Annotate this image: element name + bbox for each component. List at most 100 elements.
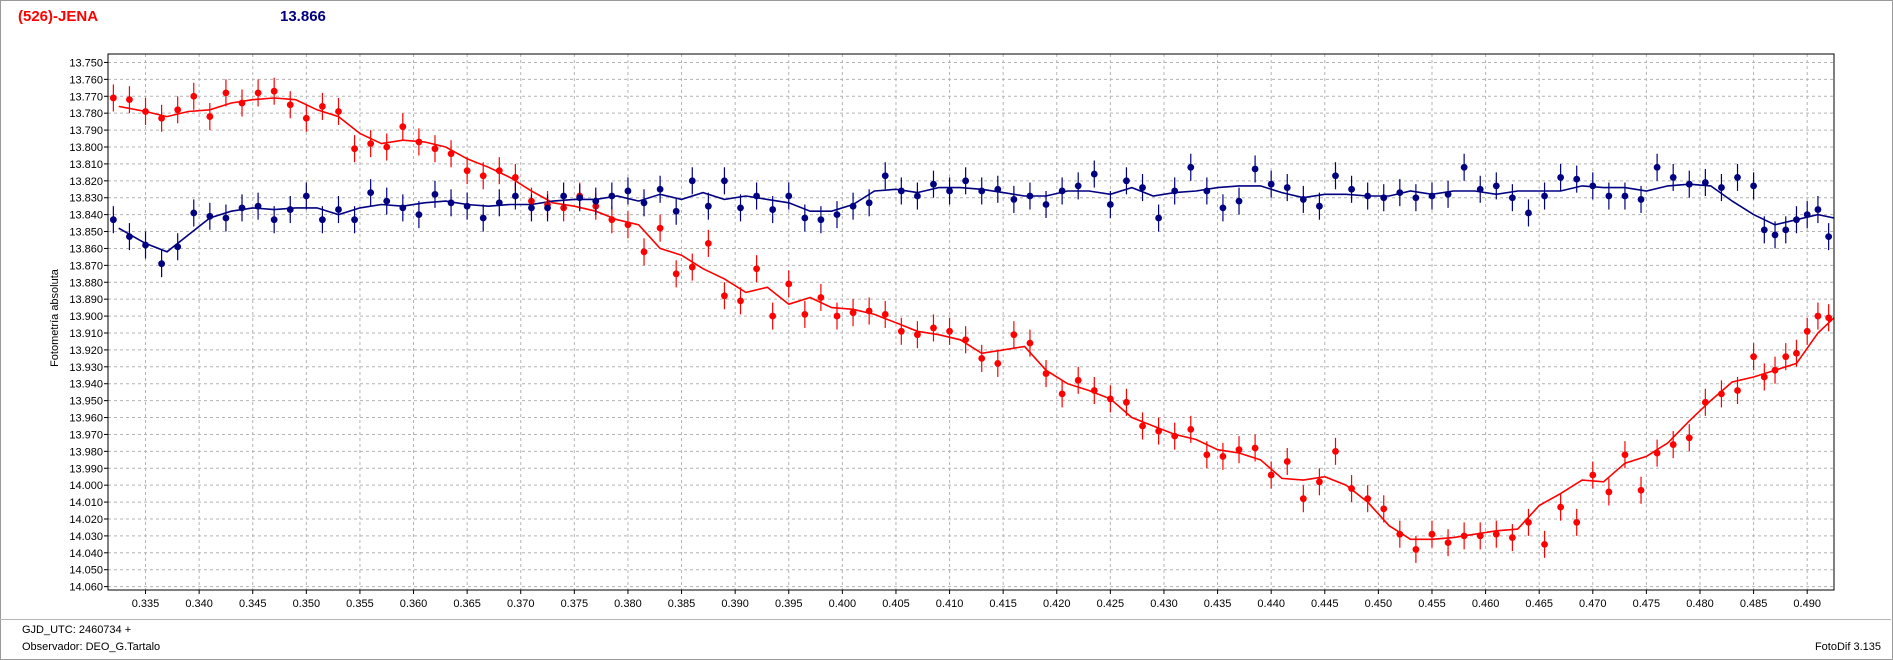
data-point [1090, 387, 1098, 394]
data-point [1444, 539, 1452, 547]
data-point [1058, 187, 1066, 195]
data-point [1760, 226, 1768, 234]
data-point [335, 206, 342, 213]
data-point [190, 209, 198, 217]
x-tick-label: 0.385 [668, 598, 696, 610]
x-tick-label: 0.445 [1311, 598, 1339, 610]
y-tick-label: 13.850 [69, 227, 103, 239]
x-tick-label: 0.475 [1633, 598, 1661, 610]
x-tick-label: 0.460 [1472, 598, 1500, 610]
data-point [930, 180, 937, 188]
data-point [1814, 206, 1822, 213]
data-point [1332, 447, 1339, 455]
data-point [1235, 197, 1243, 205]
data-point [1734, 387, 1741, 394]
data-point [1187, 163, 1195, 171]
grid-layer [108, 54, 1834, 590]
data-point [1508, 194, 1516, 202]
data-point [367, 140, 375, 148]
data-point [1771, 366, 1779, 374]
data-point [270, 87, 278, 95]
x-tick-label: 0.485 [1740, 598, 1768, 610]
data-point [1074, 376, 1082, 384]
data-point [1267, 471, 1275, 479]
y-tick-label: 13.830 [69, 193, 103, 205]
data-point [1412, 546, 1420, 553]
data-point [206, 113, 214, 120]
data-point [383, 143, 391, 151]
data-point [1251, 444, 1259, 452]
data-point [1718, 390, 1725, 398]
y-tick-label: 13.870 [69, 260, 103, 272]
data-point [190, 92, 198, 100]
data-point [254, 89, 262, 97]
data-point [1653, 163, 1661, 171]
data-point [1653, 449, 1661, 457]
data-point [222, 89, 230, 97]
footer-separator [0, 619, 1891, 620]
data-point [463, 167, 471, 175]
data-point [1637, 486, 1645, 494]
y-tick-label: 13.750 [69, 57, 103, 69]
data-point [640, 248, 648, 256]
y-tick-label: 14.040 [69, 548, 103, 560]
data-point [1492, 530, 1500, 538]
y-tick-label: 13.930 [69, 362, 103, 374]
data-point [1573, 175, 1581, 183]
data-point [1476, 532, 1484, 540]
data-point [1187, 425, 1195, 433]
data-point [544, 204, 551, 212]
data-point [801, 310, 809, 318]
object-title: (526)-JENA [18, 8, 99, 25]
data-point [753, 265, 760, 273]
x-tick-label: 0.380 [614, 598, 642, 610]
data-point [688, 263, 696, 271]
data-point [447, 199, 455, 207]
data-point [1685, 180, 1693, 188]
data-point [721, 177, 728, 185]
data-point [351, 216, 358, 224]
data-point [1605, 488, 1613, 496]
data-point [1825, 233, 1833, 241]
data-point [286, 101, 294, 109]
data-point [1042, 201, 1050, 208]
data-point [1444, 190, 1452, 198]
y-tick-label: 13.780 [69, 108, 103, 120]
y-tick-label: 13.790 [69, 125, 103, 137]
data-point [1573, 518, 1581, 526]
data-point [704, 239, 712, 247]
data-point [1803, 211, 1811, 219]
data-point [913, 192, 921, 200]
data-point [1283, 458, 1291, 465]
data-point [319, 103, 326, 110]
data-point [1428, 530, 1436, 538]
data-point [174, 243, 182, 251]
y-tick-label: 14.060 [69, 582, 103, 594]
data-point [656, 224, 664, 232]
data-point [1299, 495, 1307, 503]
data-point [479, 214, 487, 222]
data-point [335, 108, 342, 115]
data-point [946, 327, 953, 335]
x-tick-label: 0.375 [561, 598, 589, 610]
data-point [817, 216, 825, 224]
data-point [1010, 196, 1018, 203]
data-point [1380, 194, 1388, 202]
data-point [495, 199, 503, 207]
data-point [399, 204, 407, 212]
data-point [608, 192, 616, 200]
data-point [528, 204, 535, 212]
data-point [302, 192, 310, 200]
data-point [1814, 312, 1822, 320]
data-point [1750, 182, 1757, 190]
data-point [1139, 184, 1146, 191]
data-point [1557, 503, 1565, 511]
data-point [897, 187, 905, 195]
x-tick-label: 0.490 [1793, 598, 1821, 610]
data-point [785, 192, 793, 200]
data-point [849, 202, 857, 210]
y-tick-label: 13.980 [69, 446, 103, 458]
data-point [1106, 201, 1114, 208]
x-tick-label: 0.410 [936, 598, 964, 610]
data-point [1589, 182, 1597, 190]
